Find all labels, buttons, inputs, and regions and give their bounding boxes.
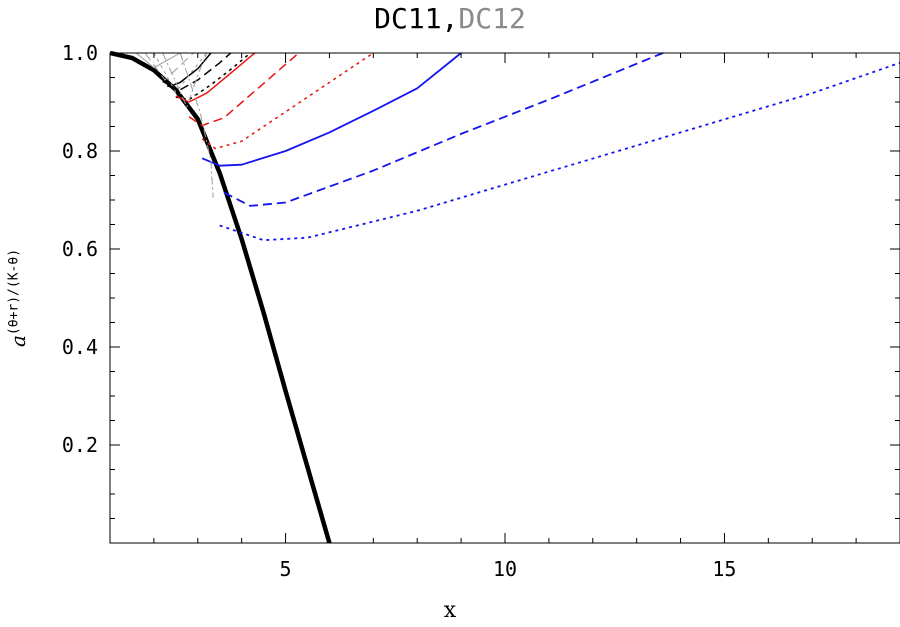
series-line-11 bbox=[135, 52, 181, 69]
y-axis-label: a(θ+r)/(K-θ) bbox=[6, 168, 30, 428]
y-tick-label: 0.6 bbox=[62, 237, 98, 261]
series-line-2 bbox=[162, 52, 212, 87]
axis-ticks: 5 10 15 0.2 0.4 0.6 0.8 1.0 bbox=[62, 41, 900, 581]
y-tick-label: 0.2 bbox=[62, 433, 98, 457]
x-axis-label: x bbox=[443, 598, 457, 623]
y-axis-label-base: a bbox=[6, 335, 30, 348]
series-line-4 bbox=[175, 52, 251, 101]
x-tick-label: 5 bbox=[280, 557, 292, 581]
y-axis-label-exponent: (θ+r)/(K-θ) bbox=[6, 248, 22, 336]
series-line-5 bbox=[175, 52, 256, 103]
series-layer bbox=[110, 51, 900, 543]
plot-frame bbox=[109, 52, 900, 544]
series-line-9 bbox=[223, 52, 664, 207]
series-line-12 bbox=[144, 52, 194, 81]
plot-border bbox=[109, 52, 900, 544]
title-part-dc12: DC12 bbox=[458, 2, 526, 35]
series-line-3 bbox=[166, 52, 232, 91]
series-line-7 bbox=[201, 52, 374, 150]
series-line-1 bbox=[110, 51, 332, 543]
series-line-10 bbox=[219, 61, 900, 242]
y-tick-label: 1.0 bbox=[62, 41, 98, 65]
y-tick-label: 0.4 bbox=[62, 335, 98, 359]
x-tick-label: 10 bbox=[493, 557, 517, 581]
series-line-14 bbox=[162, 52, 208, 108]
chart-title: DC11,DC12 bbox=[0, 2, 900, 35]
title-part-dc11: DC11, bbox=[374, 2, 459, 35]
series-line-6 bbox=[188, 52, 300, 127]
series-line-8 bbox=[201, 52, 462, 167]
series-line-15 bbox=[179, 52, 214, 198]
y-tick-label: 0.8 bbox=[62, 139, 98, 163]
x-tick-label: 15 bbox=[712, 557, 736, 581]
series-line-13 bbox=[153, 52, 207, 93]
